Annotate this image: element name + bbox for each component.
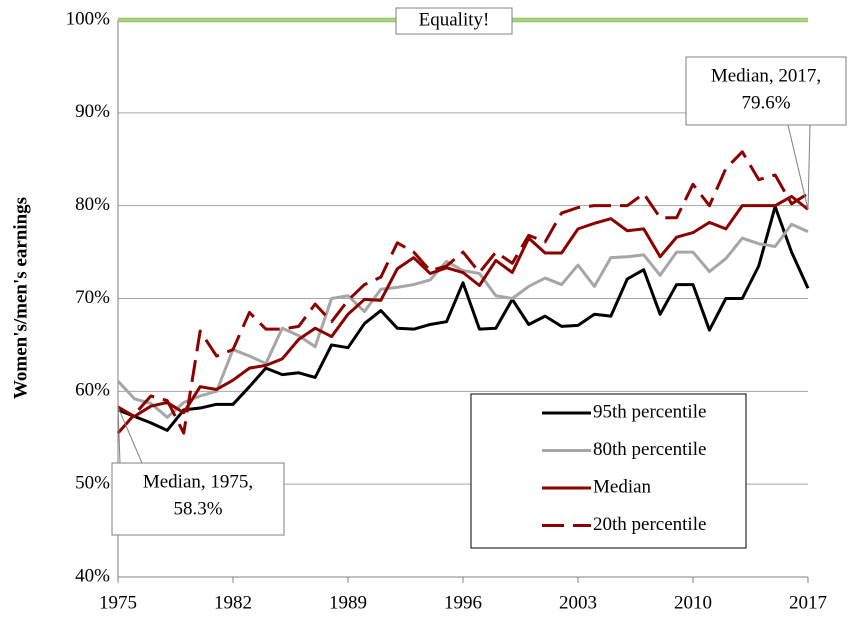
y-tick-label: 90% [75, 101, 110, 122]
callout-text: 79.6% [741, 92, 790, 113]
callout-text: Median, 2017, [711, 65, 821, 86]
series-line [116, 150, 809, 435]
callout-text: 58.3% [173, 498, 222, 519]
y-tick-label: 80% [75, 194, 110, 215]
y-tick-label: 100% [66, 8, 111, 29]
callout-pointer [807, 124, 811, 210]
x-tick-label: 1975 [99, 592, 137, 613]
legend-box [470, 393, 747, 549]
series-line [117, 194, 809, 418]
legend-label: 20th percentile [593, 514, 706, 535]
legend-label: 95th percentile [593, 401, 706, 422]
callout-box [685, 56, 847, 126]
x-tick-label: 1982 [214, 592, 252, 613]
callout-pointer [117, 407, 121, 464]
y-tick-label: 40% [75, 565, 110, 586]
callout-text: Median, 1975, [143, 471, 253, 492]
callout-box [111, 462, 285, 536]
reference-label-box [395, 7, 513, 35]
y-tick-label: 50% [75, 473, 110, 494]
y-axis-label: Women's/men's earnings [10, 197, 31, 399]
y-tick-label: 60% [75, 380, 110, 401]
y-tick-label: 70% [75, 287, 110, 308]
x-tick-label: 2017 [789, 592, 827, 613]
callout-pointer [117, 406, 143, 464]
x-tick-label: 2010 [674, 592, 712, 613]
x-tick-label: 2003 [559, 592, 597, 613]
series-line [117, 205, 810, 432]
x-tick-label: 1996 [444, 592, 482, 613]
legend-label: 80th percentile [593, 439, 706, 460]
legend-label: Median [593, 476, 652, 497]
x-tick-label: 1989 [329, 592, 367, 613]
reference-label: Equality! [419, 9, 490, 30]
callout-pointer [787, 124, 809, 210]
